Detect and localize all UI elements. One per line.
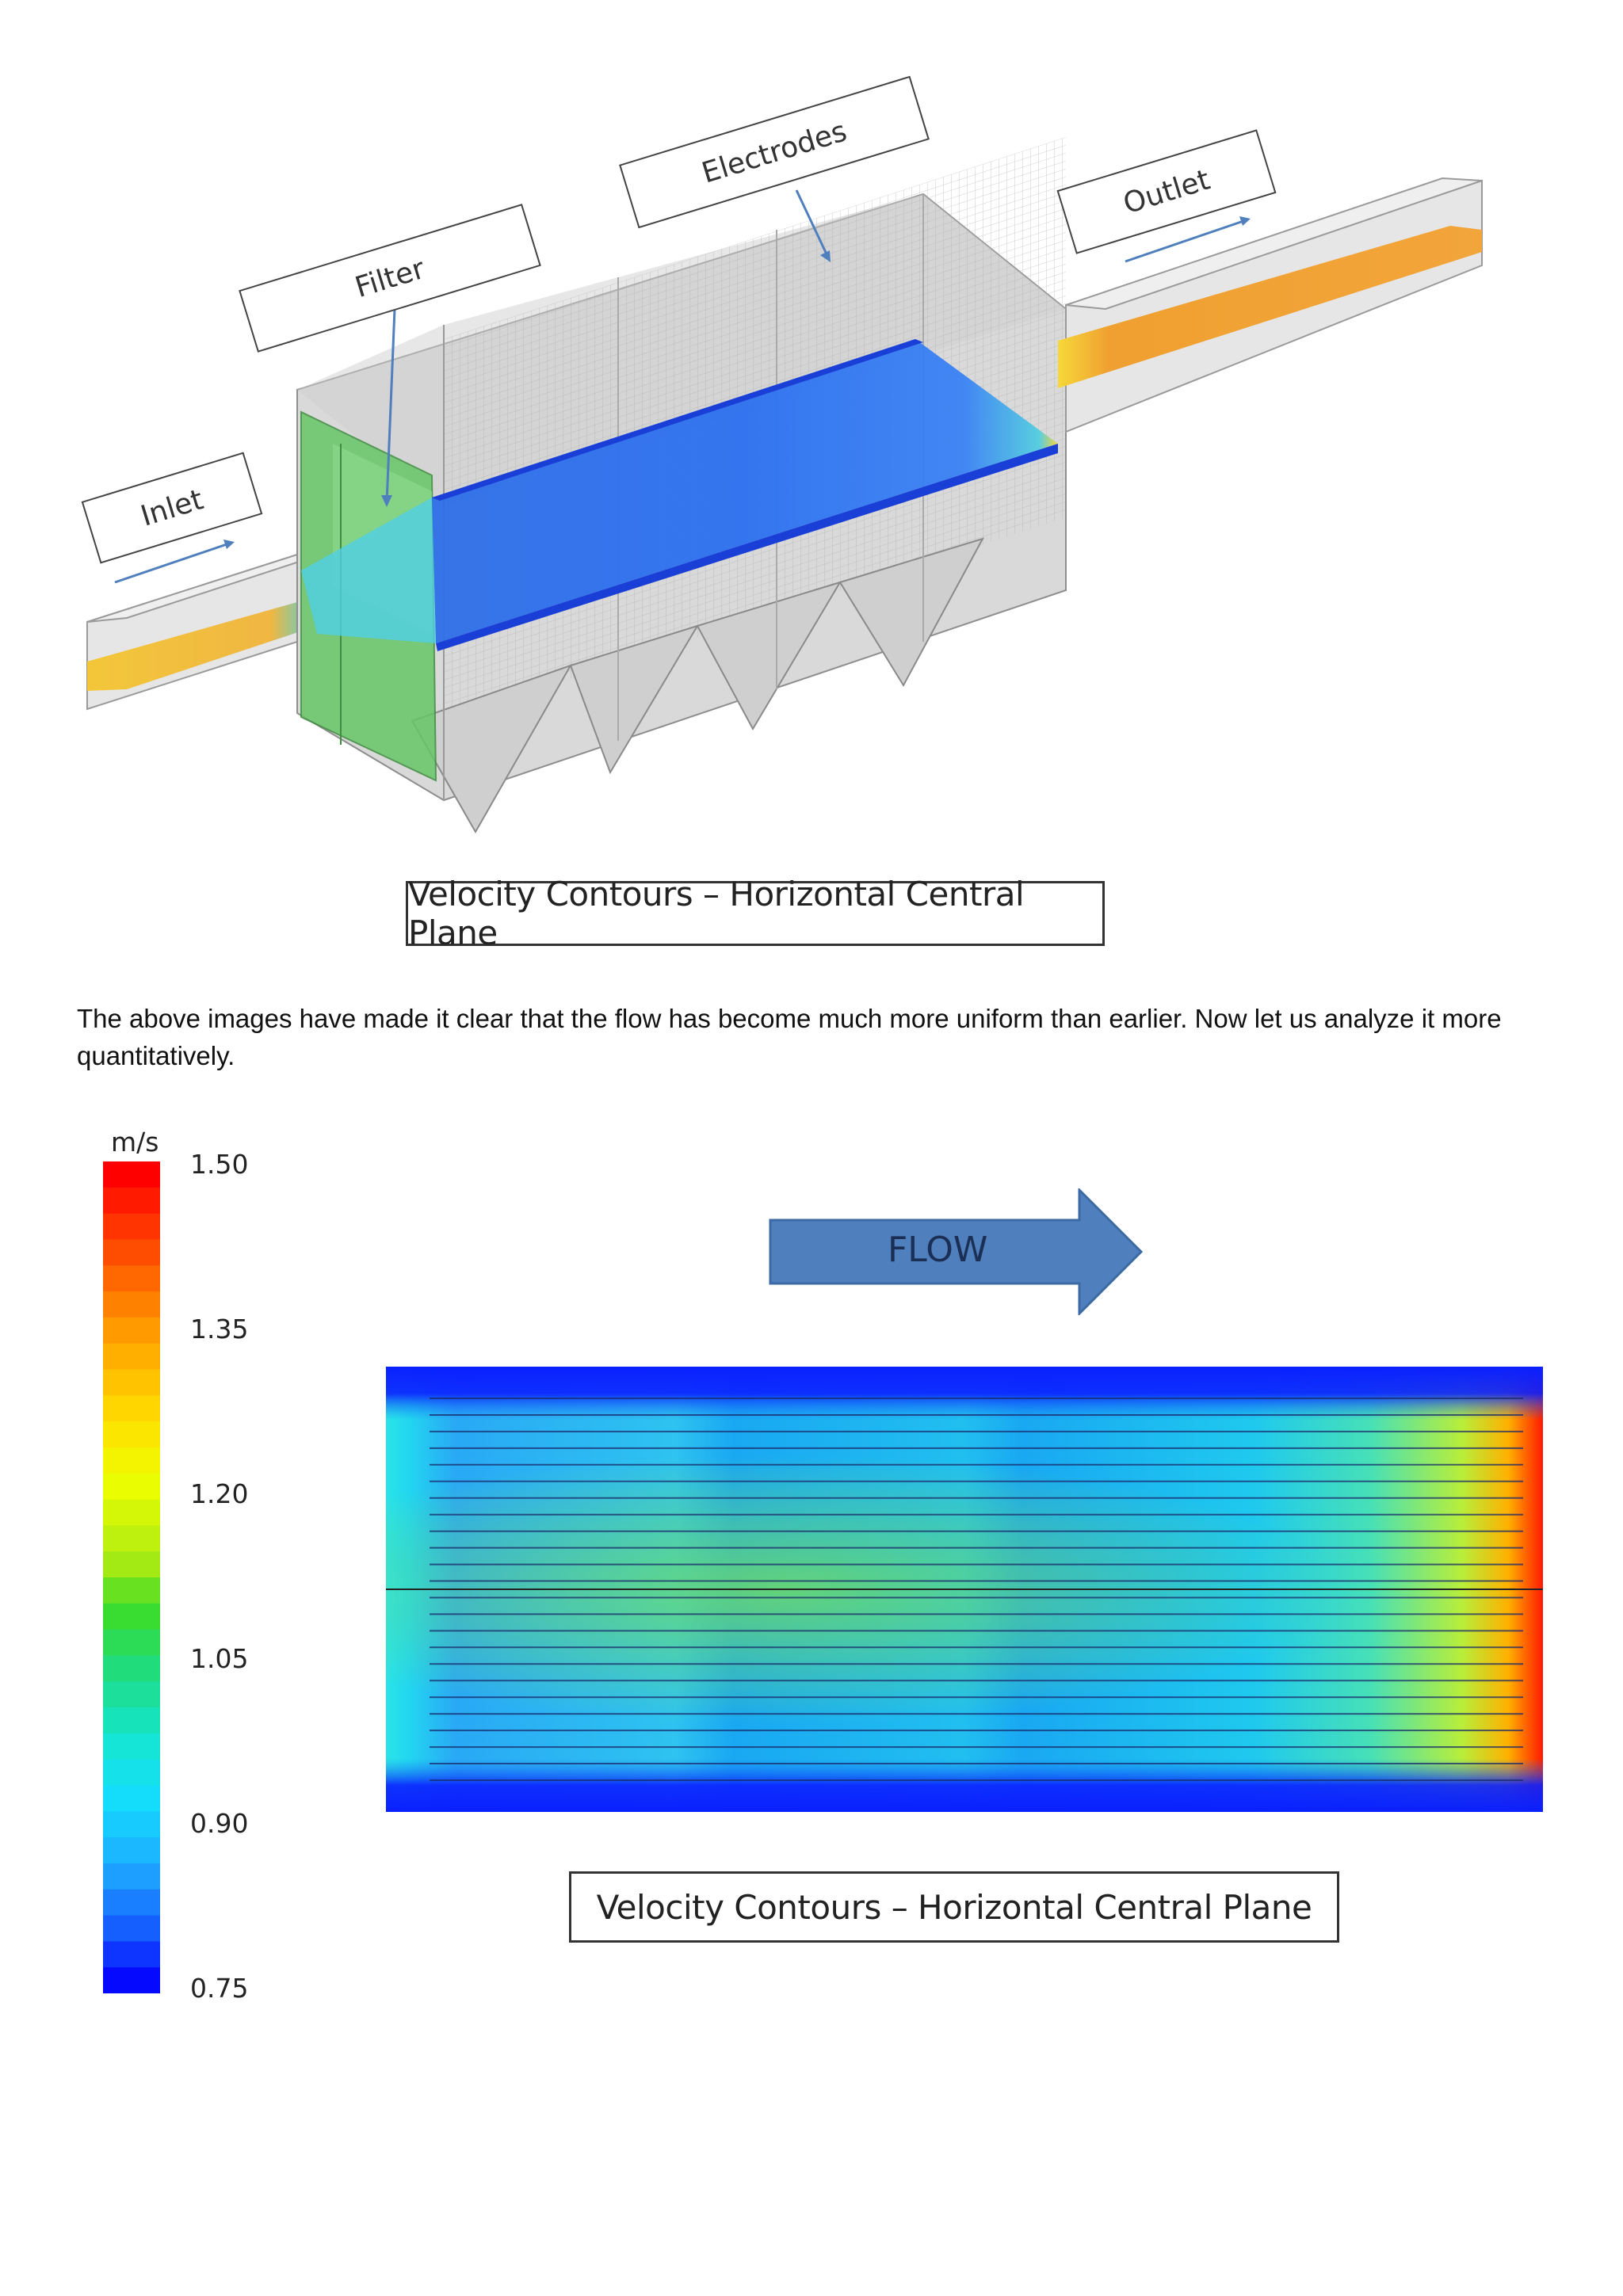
precipitator-3d-figure: Inlet Filter Electrodes Outlet Velocity … xyxy=(0,0,1623,974)
legend-band xyxy=(103,1291,160,1318)
figure1-caption-text: Velocity Contours – Horizontal Central P… xyxy=(408,875,1025,952)
legend-band xyxy=(103,1915,160,1942)
flow-arrow xyxy=(769,1188,1144,1315)
legend-band xyxy=(103,1317,160,1344)
legend-band xyxy=(103,1785,160,1812)
flow-label: FLOW xyxy=(888,1230,988,1270)
body-paragraph: The above images have made it clear that… xyxy=(77,1004,1502,1070)
legend-band xyxy=(103,1265,160,1292)
legend-band xyxy=(103,1551,160,1578)
contour-figure: m/s 1.50 1.35 1.20 1.05 0.90 0.75 FLOW xyxy=(0,1109,1623,2020)
legend-band xyxy=(103,1577,160,1604)
outlet-label: Outlet xyxy=(1119,163,1214,220)
legend-band xyxy=(103,1447,160,1474)
legend-band xyxy=(103,1603,160,1630)
legend-band xyxy=(103,1707,160,1734)
legend-band xyxy=(103,1161,160,1188)
legend-band xyxy=(103,1681,160,1708)
legend-band xyxy=(103,1863,160,1890)
legend-band xyxy=(103,1499,160,1526)
legend-tick-1-05: 1.05 xyxy=(190,1643,249,1674)
legend-band xyxy=(103,1213,160,1241)
legend-unit: m/s xyxy=(111,1127,159,1158)
filter-label: Filter xyxy=(351,252,429,304)
legend-band xyxy=(103,1187,160,1215)
legend-tick-1-20: 1.20 xyxy=(190,1478,249,1509)
legend-tick-1-50: 1.50 xyxy=(190,1149,249,1180)
legend-band xyxy=(103,1473,160,1501)
legend-band xyxy=(103,1733,160,1760)
legend-band xyxy=(103,1525,160,1552)
legend-band xyxy=(103,1837,160,1864)
legend-tick-1-35: 1.35 xyxy=(190,1314,249,1344)
pointer-arrows xyxy=(114,189,1251,584)
legend-band xyxy=(103,1629,160,1657)
velocity-contour-plot xyxy=(386,1367,1543,1812)
electrode-plates xyxy=(430,1398,1523,1781)
inlet-duct xyxy=(86,550,334,711)
color-legend-bar xyxy=(103,1161,160,1993)
legend-tick-0-90: 0.90 xyxy=(190,1808,249,1839)
figure1-caption: Velocity Contours – Horizontal Central P… xyxy=(406,875,1105,952)
legend-band xyxy=(103,1369,160,1396)
velocity-slab xyxy=(301,339,1058,651)
legend-band xyxy=(103,1655,160,1682)
figure2-caption: Velocity Contours – Horizontal Central P… xyxy=(569,1871,1339,1943)
legend-band xyxy=(103,1395,160,1422)
legend-band xyxy=(103,1811,160,1838)
figure2-caption-text: Velocity Contours – Horizontal Central P… xyxy=(596,1887,1312,1927)
legend-band xyxy=(103,1967,160,1993)
inlet-label: Inlet xyxy=(136,482,208,533)
legend-band xyxy=(103,1421,160,1448)
precipitator-3d-drawing xyxy=(86,136,1483,834)
legend-band xyxy=(103,1343,160,1371)
legend-tick-0-75: 0.75 xyxy=(190,1973,249,2004)
legend-band xyxy=(103,1759,160,1787)
legend-band xyxy=(103,1889,160,1917)
legend-band xyxy=(103,1239,160,1266)
legend-band xyxy=(103,1941,160,1968)
outlet-duct xyxy=(1058,177,1483,433)
